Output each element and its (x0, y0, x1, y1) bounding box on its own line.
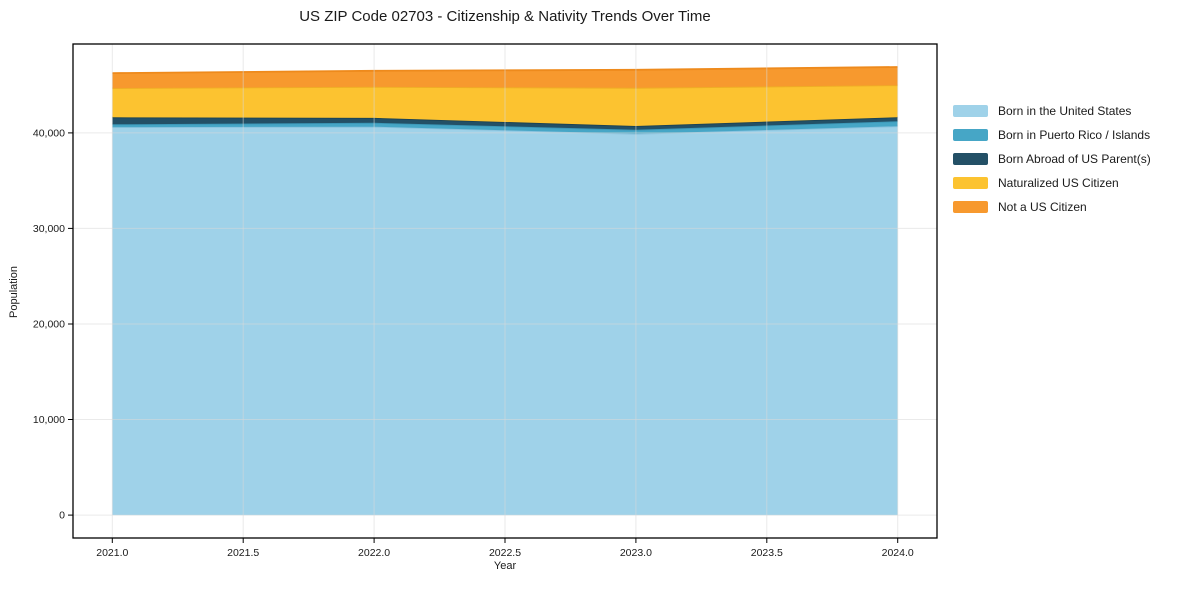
legend-swatch-icon (953, 201, 988, 213)
x-tick-label: 2021.5 (227, 547, 259, 559)
x-tick-label: 2021.0 (96, 547, 128, 559)
x-tick-label: 2023.5 (751, 547, 783, 559)
legend-swatch-icon (953, 177, 988, 189)
legend-swatch-icon (953, 129, 988, 141)
x-axis-label: Year (493, 560, 517, 572)
y-tick-label: 10,000 (33, 414, 65, 426)
x-tick-label: 2022.0 (358, 547, 390, 559)
legend-item-label: Naturalized US Citizen (998, 176, 1119, 190)
legend-item-label: Not a US Citizen (998, 200, 1087, 214)
y-tick-label: 0 (59, 510, 65, 522)
legend-item: Born Abroad of US Parent(s) (953, 147, 1151, 171)
legend-item: Naturalized US Citizen (953, 171, 1151, 195)
y-tick-label: 20,000 (33, 319, 65, 331)
legend-item-label: Born in the United States (998, 104, 1132, 118)
legend-item-label: Born Abroad of US Parent(s) (998, 152, 1151, 166)
legend-item: Born in the United States (953, 99, 1151, 123)
x-tick-label: 2022.5 (489, 547, 521, 559)
x-tick-label: 2023.0 (620, 547, 652, 559)
legend: Born in the United States Born in Puerto … (953, 99, 1151, 219)
y-tick-label: 40,000 (33, 127, 65, 139)
chart-title: US ZIP Code 02703 - Citizenship & Nativi… (299, 8, 711, 25)
legend-swatch-icon (953, 153, 988, 165)
legend-swatch-icon (953, 105, 988, 117)
legend-item-label: Born in Puerto Rico / Islands (998, 128, 1151, 142)
legend-item: Not a US Citizen (953, 195, 1151, 219)
x-tick-label: 2024.0 (882, 547, 914, 559)
legend-item: Born in Puerto Rico / Islands (953, 123, 1151, 147)
y-tick-label: 30,000 (33, 223, 65, 235)
